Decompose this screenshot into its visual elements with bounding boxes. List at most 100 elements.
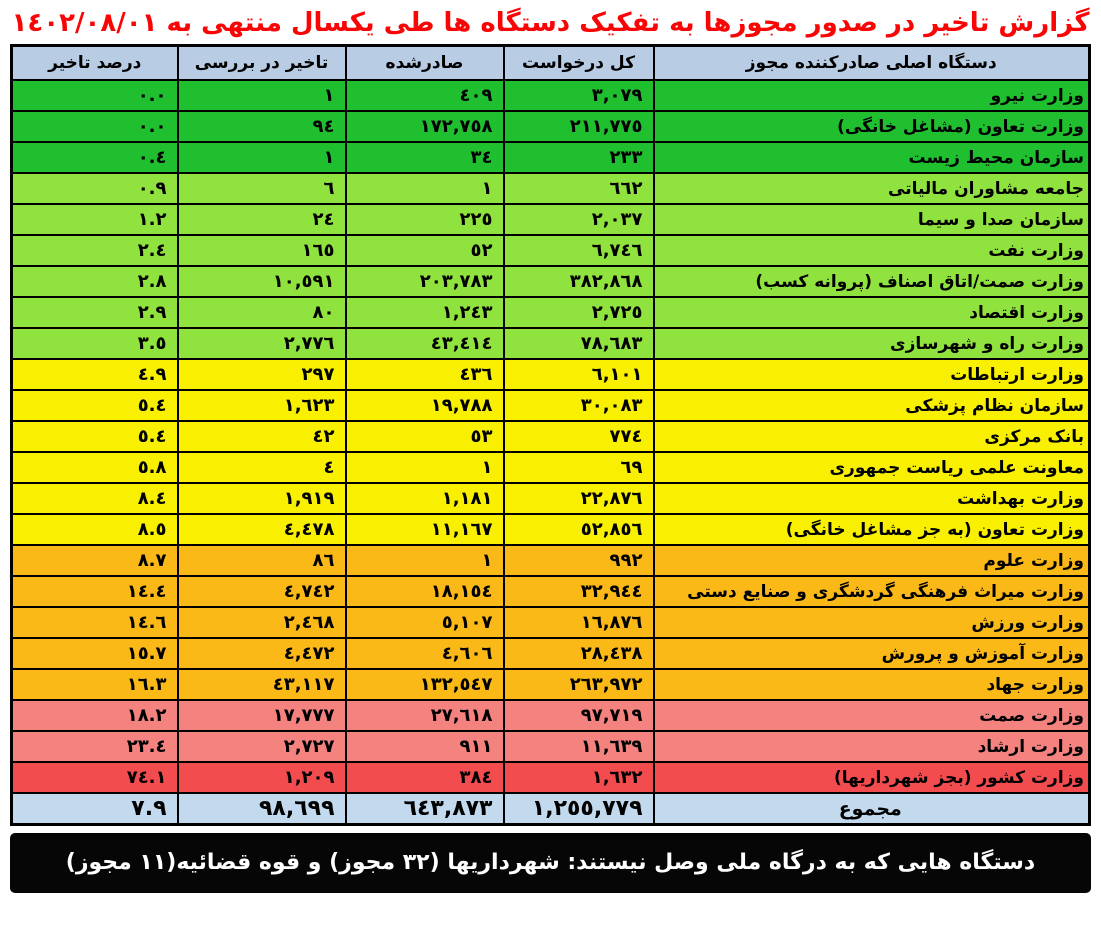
cell-issued: ٤,٦٠٦ bbox=[344, 637, 505, 670]
cell-agency: وزارت آموزش و پرورش bbox=[652, 637, 1091, 670]
cell-review-delay: ١٧,٧٧٧ bbox=[176, 699, 347, 732]
cell-delay-percent: ٧٤.١ bbox=[10, 761, 179, 794]
header-agency: دستگاه اصلی صادرکننده مجوز bbox=[652, 44, 1091, 81]
cell-delay-percent: ٢٣.٤ bbox=[10, 730, 179, 763]
cell-total-requests: ٢٢,٨٧٦ bbox=[502, 482, 655, 515]
cell-delay-percent: ١٤.٦ bbox=[10, 606, 179, 639]
table-row: وزارت علوم ٩٩٢ ١ ٨٦ ٨.٧ bbox=[10, 544, 1091, 577]
cell-review-delay: ٤,٧٤٢ bbox=[176, 575, 347, 608]
cell-delay-percent: ٥.٤ bbox=[10, 420, 179, 453]
cell-agency: وزارت بهداشت bbox=[652, 482, 1091, 515]
total-row: مجموع ١,٢٥٥,٧٧٩ ٦٤٣,٨٧٣ ٩٨,٦٩٩ ٧.٩ bbox=[10, 792, 1091, 826]
cell-review-delay: ٤٣,١١٧ bbox=[176, 668, 347, 701]
cell-review-delay: ٢٤ bbox=[176, 203, 347, 236]
table-row: وزارت صمت ٩٧,٧١٩ ٢٧,٦١٨ ١٧,٧٧٧ ١٨.٢ bbox=[10, 699, 1091, 732]
report-title: گزارش تاخیر در صدور مجوزها به تفکیک دستگ… bbox=[11, 8, 1090, 38]
header-issued: صادرشده bbox=[344, 44, 505, 81]
total-requests-value: ١,٢٥٥,٧٧٩ bbox=[502, 792, 655, 826]
cell-delay-percent: ٢.٤ bbox=[10, 234, 179, 267]
cell-delay-percent: ٠.٠ bbox=[10, 79, 179, 112]
cell-issued: ١٧٢,٧٥٨ bbox=[344, 110, 505, 143]
header-total-requests: کل درخواست bbox=[502, 44, 655, 81]
cell-delay-percent: ٨.٧ bbox=[10, 544, 179, 577]
cell-review-delay: ١٦٥ bbox=[176, 234, 347, 267]
cell-issued: ١,١٨١ bbox=[344, 482, 505, 515]
cell-review-delay: ٢,٧٢٧ bbox=[176, 730, 347, 763]
cell-delay-percent: ٢.٩ bbox=[10, 296, 179, 329]
table-row: وزارت جهاد ٢٦٣,٩٧٢ ١٣٢,٥٤٧ ٤٣,١١٧ ١٦.٣ bbox=[10, 668, 1091, 701]
cell-review-delay: ٤ bbox=[176, 451, 347, 484]
cell-total-requests: ٣٢,٩٤٤ bbox=[502, 575, 655, 608]
header-delay-percent: درصد تاخیر bbox=[10, 44, 179, 81]
cell-issued: ٥٢ bbox=[344, 234, 505, 267]
cell-review-delay: ٩٤ bbox=[176, 110, 347, 143]
cell-agency: وزارت تعاون (به جز مشاغل خانگی) bbox=[652, 513, 1091, 546]
total-delay-percent-value: ٧.٩ bbox=[10, 792, 179, 826]
cell-issued: ١١,١٦٧ bbox=[344, 513, 505, 546]
cell-total-requests: ٢,٠٣٧ bbox=[502, 203, 655, 236]
cell-total-requests: ٦٩ bbox=[502, 451, 655, 484]
cell-agency: وزارت نفت bbox=[652, 234, 1091, 267]
cell-review-delay: ٨٠ bbox=[176, 296, 347, 329]
cell-review-delay: ٦ bbox=[176, 172, 347, 205]
cell-issued: ٤٠٩ bbox=[344, 79, 505, 112]
cell-agency: بانک مرکزی bbox=[652, 420, 1091, 453]
cell-agency: وزارت تعاون (مشاغل خانگی) bbox=[652, 110, 1091, 143]
table-header-row: دستگاه اصلی صادرکننده مجوز کل درخواست صا… bbox=[10, 44, 1091, 81]
table-row: وزارت تعاون (به جز مشاغل خانگی) ٥٢,٨٥٦ ١١,… bbox=[10, 513, 1091, 546]
cell-agency: سازمان نظام پزشکی bbox=[652, 389, 1091, 422]
cell-agency: جامعه مشاوران مالیاتی bbox=[652, 172, 1091, 205]
table-row: وزارت نفت ٦,٧٤٦ ٥٢ ١٦٥ ٢.٤ bbox=[10, 234, 1091, 267]
cell-total-requests: ٣,٠٧٩ bbox=[502, 79, 655, 112]
cell-issued: ١ bbox=[344, 172, 505, 205]
table-row: وزارت کشور (بجز شهرداریها) ١,٦٣٢ ٣٨٤ ١,٢٠٩ ٧… bbox=[10, 761, 1091, 794]
cell-total-requests: ٢٦٣,٩٧٢ bbox=[502, 668, 655, 701]
total-issued-value: ٦٤٣,٨٧٣ bbox=[344, 792, 505, 826]
table-row: وزارت بهداشت ٢٢,٨٧٦ ١,١٨١ ١,٩١٩ ٨.٤ bbox=[10, 482, 1091, 515]
cell-issued: ٢٠٣,٧٨٣ bbox=[344, 265, 505, 298]
total-label: مجموع bbox=[652, 792, 1091, 826]
cell-issued: ١ bbox=[344, 451, 505, 484]
cell-total-requests: ٩٩٢ bbox=[502, 544, 655, 577]
cell-issued: ٣٤ bbox=[344, 141, 505, 174]
cell-issued: ١٩,٧٨٨ bbox=[344, 389, 505, 422]
table-row: وزارت نیرو ٣,٠٧٩ ٤٠٩ ١ ٠.٠ bbox=[10, 79, 1091, 112]
cell-issued: ٥٣ bbox=[344, 420, 505, 453]
cell-total-requests: ٦,٧٤٦ bbox=[502, 234, 655, 267]
cell-agency: وزارت نیرو bbox=[652, 79, 1091, 112]
cell-agency: وزارت ورزش bbox=[652, 606, 1091, 639]
cell-review-delay: ١,٦٢٣ bbox=[176, 389, 347, 422]
cell-delay-percent: ١٦.٣ bbox=[10, 668, 179, 701]
cell-issued: ١٨,١٥٤ bbox=[344, 575, 505, 608]
cell-agency: وزارت صمت bbox=[652, 699, 1091, 732]
cell-agency: وزارت راه و شهرسازی bbox=[652, 327, 1091, 360]
table-row: وزارت اقتصاد ٢,٧٢٥ ١,٢٤٣ ٨٠ ٢.٩ bbox=[10, 296, 1091, 329]
cell-delay-percent: ٣.٥ bbox=[10, 327, 179, 360]
cell-agency: وزارت علوم bbox=[652, 544, 1091, 577]
cell-agency: وزارت جهاد bbox=[652, 668, 1091, 701]
cell-delay-percent: ٥.٤ bbox=[10, 389, 179, 422]
cell-review-delay: ٢,٤٦٨ bbox=[176, 606, 347, 639]
cell-total-requests: ٢٨,٤٣٨ bbox=[502, 637, 655, 670]
table-row: سازمان صدا و سیما ٢,٠٣٧ ٢٢٥ ٢٤ ١.٢ bbox=[10, 203, 1091, 236]
cell-delay-percent: ٨.٥ bbox=[10, 513, 179, 546]
cell-issued: ٥,١٠٧ bbox=[344, 606, 505, 639]
cell-total-requests: ٩٧,٧١٩ bbox=[502, 699, 655, 732]
cell-delay-percent: ١٥.٧ bbox=[10, 637, 179, 670]
table-row: سازمان محیط زیست ٢٣٣ ٣٤ ١ ٠.٤ bbox=[10, 141, 1091, 174]
footer-note: دستگاه هایی که به درگاه ملی وصل نیستند: … bbox=[10, 833, 1091, 893]
table-row: وزارت تعاون (مشاغل خانگی) ٢١١,٧٧٥ ١٧٢,٧٥٨ ٩… bbox=[10, 110, 1091, 143]
cell-review-delay: ١,٢٠٩ bbox=[176, 761, 347, 794]
cell-agency: وزارت اقتصاد bbox=[652, 296, 1091, 329]
cell-delay-percent: ٢.٨ bbox=[10, 265, 179, 298]
cell-review-delay: ٤,٤٧٨ bbox=[176, 513, 347, 546]
header-review-delay: تاخیر در بررسی bbox=[176, 44, 347, 81]
cell-issued: ٩١١ bbox=[344, 730, 505, 763]
cell-agency: وزارت میراث فرهنگی گردشگری و صنایع دستی bbox=[652, 575, 1091, 608]
cell-total-requests: ٦,١٠١ bbox=[502, 358, 655, 391]
permits-delay-table: دستگاه اصلی صادرکننده مجوز کل درخواست صا… bbox=[10, 44, 1091, 826]
cell-total-requests: ١٦,٨٧٦ bbox=[502, 606, 655, 639]
table-row: معاونت علمی ریاست جمهوری ٦٩ ١ ٤ ٥.٨ bbox=[10, 451, 1091, 484]
table-row: وزارت آموزش و پرورش ٢٨,٤٣٨ ٤,٦٠٦ ٤,٤٧٢ ١٥.٧ bbox=[10, 637, 1091, 670]
table-row: وزارت ارتباطات ٦,١٠١ ٤٣٦ ٢٩٧ ٤.٩ bbox=[10, 358, 1091, 391]
